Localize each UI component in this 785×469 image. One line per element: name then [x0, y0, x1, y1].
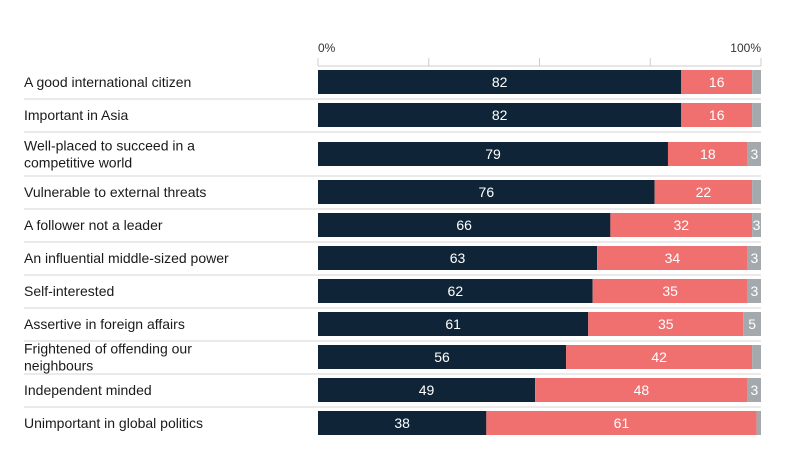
- bar-segment: [318, 142, 668, 166]
- value-label: 18: [700, 146, 716, 162]
- value-label: 82: [492, 74, 508, 90]
- bar-segment: [747, 246, 761, 270]
- value-label: 32: [673, 217, 689, 233]
- value-label: 16: [709, 107, 725, 123]
- bar-segment: [747, 142, 761, 166]
- bar-segment: [592, 279, 748, 303]
- value-label: 66: [456, 217, 472, 233]
- value-label: 63: [450, 250, 466, 266]
- bar-segment: [654, 180, 753, 204]
- value-label: 3: [750, 250, 758, 266]
- value-label: 61: [445, 316, 461, 332]
- bar-segment: [752, 213, 761, 237]
- value-label: 35: [662, 283, 678, 299]
- category-label: Assertive in foreign affairs: [24, 316, 185, 332]
- bar-segment: [318, 345, 567, 369]
- category-label: Independent minded: [24, 382, 152, 398]
- bar-segment: [681, 70, 753, 94]
- value-label: 48: [634, 382, 650, 398]
- category-label: Vulnerable to external threats: [24, 184, 206, 200]
- bar-segment: [747, 378, 761, 402]
- value-label: 56: [434, 349, 450, 365]
- category-label: Unimportant in global politics: [24, 415, 203, 431]
- value-label: 42: [651, 349, 667, 365]
- category-label: An influential middle-sized power: [24, 250, 229, 266]
- bar-segment: [752, 345, 761, 369]
- value-label: 62: [448, 283, 464, 299]
- value-label: 82: [492, 107, 508, 123]
- value-label: 34: [665, 250, 681, 266]
- bar-segment: [318, 378, 536, 402]
- bar-segment: [535, 378, 748, 402]
- value-label: 22: [696, 184, 712, 200]
- category-label: Frightened of offending our neighbours: [24, 341, 192, 374]
- category-label: A good international citizen: [24, 74, 191, 90]
- bar-segment: [597, 246, 748, 270]
- bar-segment: [752, 180, 761, 204]
- value-label: 79: [485, 146, 501, 162]
- category-label: A follower not a leader: [24, 217, 163, 233]
- value-label: 38: [394, 415, 410, 431]
- value-label: 49: [419, 382, 435, 398]
- bar-segment: [610, 213, 753, 237]
- bar-segment: [486, 411, 757, 435]
- bar-segment: [566, 345, 753, 369]
- bar-segment: [318, 213, 611, 237]
- bar-segment: [588, 312, 744, 336]
- category-label: Well-placed to succeed in a competitive w…: [24, 138, 195, 171]
- bar-segment: [318, 279, 593, 303]
- bar-segment: [743, 312, 761, 336]
- value-label: 61: [614, 415, 630, 431]
- bar-segment: [667, 142, 748, 166]
- bar-segment: [747, 279, 761, 303]
- x-tick-label: 100%: [730, 41, 761, 55]
- value-label: 3: [750, 283, 758, 299]
- bar-segment: [318, 103, 682, 127]
- value-label: 16: [709, 74, 725, 90]
- bar-segment: [318, 312, 589, 336]
- value-label: 5: [748, 316, 756, 332]
- bar-segment: [318, 411, 487, 435]
- bar-segment: [752, 70, 761, 94]
- value-label: 76: [479, 184, 495, 200]
- value-label: 3: [750, 382, 758, 398]
- category-label: Self-interested: [24, 283, 114, 299]
- bar-segment: [318, 180, 655, 204]
- value-label: 3: [753, 217, 761, 233]
- bar-segment: [681, 103, 753, 127]
- value-label: 3: [750, 146, 758, 162]
- bar-segment: [318, 70, 682, 94]
- bar-segment: [752, 103, 761, 127]
- bar-segment: [756, 411, 761, 435]
- x-tick-label: 0%: [318, 41, 336, 55]
- value-label: 35: [658, 316, 674, 332]
- category-label: Important in Asia: [24, 107, 128, 123]
- bar-segment: [318, 246, 598, 270]
